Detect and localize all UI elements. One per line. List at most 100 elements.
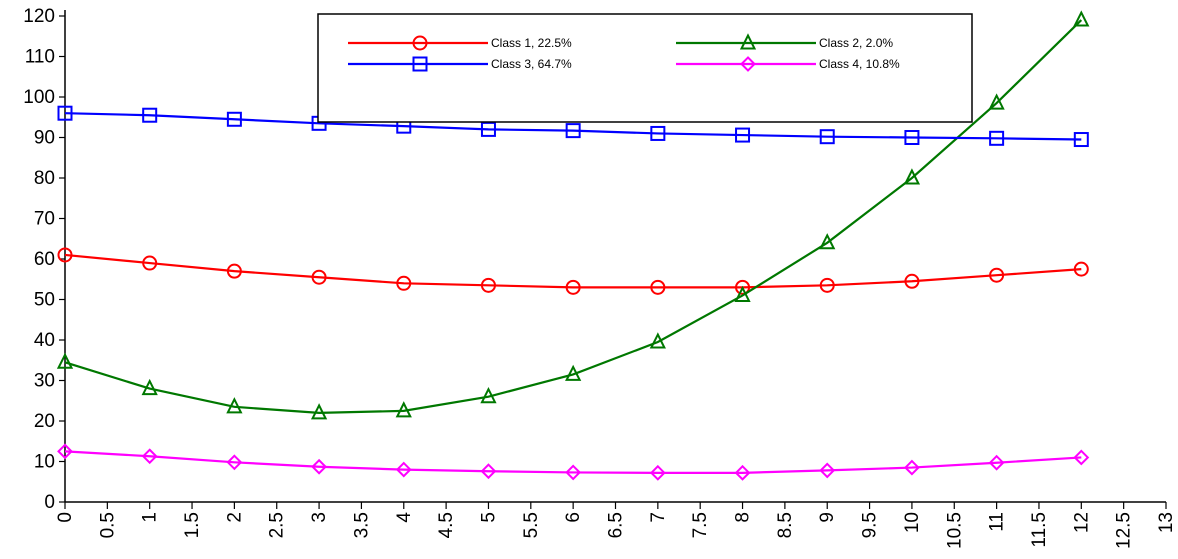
data-point [904,130,920,145]
data-point [988,93,1005,110]
data-point [819,233,836,250]
data-point [57,443,73,460]
series-line [64,450,1082,474]
legend-label: Class 2, 2.0% [819,36,893,50]
x-tick-label: 9 [817,512,838,523]
series-4 [57,443,1090,481]
x-tick-label: 11.5 [1029,512,1050,548]
data-point [735,127,751,143]
data-point [226,111,242,127]
data-point [650,125,666,141]
data-point [989,267,1005,283]
data-point [57,247,73,263]
y-tick-label: 10 [34,452,55,473]
y-tick-label: 90 [34,128,55,149]
data-point [480,386,497,404]
x-tick-label: 1 [140,512,161,523]
x-tick-label: 10 [902,512,923,533]
data-point [649,332,666,349]
x-tick-label: 0.5 [97,512,118,538]
data-point [395,461,412,478]
y-tick-label: 40 [34,330,55,351]
y-tick-label: 50 [34,290,55,311]
x-tick-label: 5.5 [521,512,542,538]
data-point [396,275,412,291]
data-point [904,459,920,476]
x-tick-label: 2 [224,512,245,523]
series-layer [56,10,1090,481]
data-point [226,397,243,414]
data-point [904,273,920,289]
x-axis: 0 0.5 1 1.5 2 2.5 3 3.5 4 4.5 5 5.5 6 6.5 7 7.5 8 8.5 9 9.5… [55,501,1177,549]
data-point [903,168,921,185]
series-3 [57,105,1089,148]
y-tick-label: 70 [34,209,55,230]
y-tick-label: 100 [23,87,55,108]
data-point [734,464,751,481]
series-line [64,19,1083,415]
data-point [734,285,751,302]
data-point [1073,132,1089,148]
data-point [1073,261,1089,277]
data-point [819,462,836,479]
y-axis: 0 10 20 30 40 50 60 70 80 90 100 110 120 [23,6,66,513]
legend-marker [412,35,428,51]
legend-label: Class 3, 64.7% [491,57,572,71]
x-tick-label: 7 [648,512,669,523]
data-point [57,105,73,121]
data-point [565,279,581,295]
data-point [819,277,835,293]
legend-entry-3: Class 3, 64.7% [348,56,572,72]
data-point [141,378,158,396]
data-point [650,279,666,295]
x-tick-label: 13 [1156,512,1177,533]
y-tick-label: 30 [34,371,55,392]
y-tick-label: 20 [34,411,55,432]
x-tick-label: 1.5 [182,512,203,538]
series-1 [57,247,1089,295]
data-point [565,464,582,481]
data-point [565,123,581,139]
legend: Class 1, 22.5% Class 2, 2.0% Class 3, 64.7… [317,13,973,123]
y-tick-label: 80 [34,168,55,189]
y-tick-label: 120 [23,6,55,27]
data-point [565,364,582,381]
x-tick-label: 8.5 [775,512,796,538]
data-point [735,279,751,295]
legend-marker [412,56,428,72]
data-point [819,129,835,145]
x-tick-label: 12.5 [1114,512,1135,549]
legend-entry-4: Class 4, 10.8% [676,56,900,72]
series-line [64,112,1082,141]
data-point [56,352,74,369]
x-tick-label: 4.5 [436,512,457,538]
series-line [64,253,1082,289]
data-point [1073,449,1090,466]
data-point [226,454,243,471]
data-point [226,263,242,279]
x-tick-label: 7.5 [690,512,711,538]
data-point [989,130,1005,146]
legend-entry-1: Class 1, 22.5% [348,35,572,51]
x-tick-label: 4 [394,512,415,523]
data-point [1073,10,1090,27]
data-point [311,269,327,285]
data-point [310,403,328,420]
data-point [480,121,496,137]
data-point [988,454,1005,471]
data-point [311,458,327,475]
data-point [141,448,158,465]
x-tick-label: 6.5 [606,512,627,538]
x-tick-label: 10.5 [944,512,965,549]
data-point [480,463,497,480]
legend-label: Class 1, 22.5% [491,36,572,50]
series-2 [56,10,1090,420]
x-tick-label: 11 [987,512,1008,532]
x-tick-label: 12 [1071,512,1092,533]
data-point [395,401,412,418]
x-tick-label: 0 [55,512,76,523]
x-tick-label: 3.5 [351,512,372,538]
x-tick-label: 2.5 [267,512,288,538]
data-point [649,464,666,481]
